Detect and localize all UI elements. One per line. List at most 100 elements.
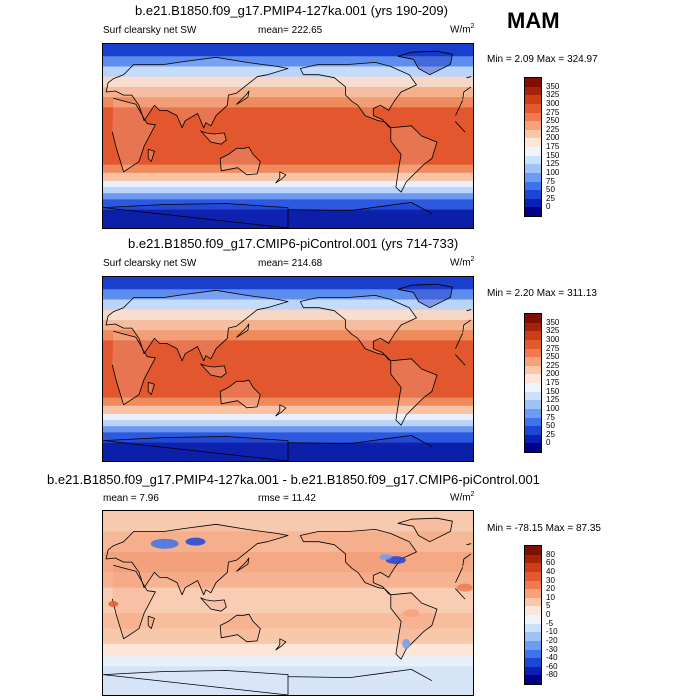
field-band — [103, 426, 473, 433]
coastline-africa — [111, 97, 466, 173]
coastline-indonesia — [200, 363, 227, 378]
panel3-units-exp: 2 — [470, 491, 475, 498]
colorbar-tick-label: 225 — [546, 124, 560, 134]
coastline-madagascar — [147, 381, 155, 395]
colorbar-swatch — [525, 357, 541, 366]
coastline-africa — [111, 564, 466, 640]
colorbar-swatch — [525, 112, 541, 122]
coastline-indonesia — [200, 597, 227, 612]
colorbar-swatch — [525, 615, 541, 624]
coastline-australia — [219, 146, 261, 176]
coastline-australia — [219, 379, 261, 409]
colorbar-swatch — [525, 155, 541, 165]
colorbar-tick-label: 100 — [546, 167, 560, 177]
colorbar-swatch — [525, 181, 541, 191]
coastline-antarctica — [103, 435, 433, 461]
field-band — [103, 164, 473, 174]
field-band — [103, 199, 473, 211]
colorbar-swatch — [525, 78, 541, 87]
colorbar-swatch — [525, 589, 541, 598]
coastline-north-america — [299, 529, 417, 596]
field-band — [103, 187, 473, 194]
field-band — [103, 405, 473, 415]
field-band — [103, 319, 473, 331]
panel1-map — [102, 43, 474, 229]
colorbar-tick-label: 250 — [546, 116, 560, 126]
panel1-min-label: Min = — [487, 54, 512, 65]
anomaly-region — [403, 609, 420, 618]
panel3-minmax: Min = -78.15 Max = 87.35 — [487, 523, 601, 534]
field-band — [103, 432, 473, 444]
colorbar-tick-label: 350 — [546, 317, 560, 327]
colorbar-swatch — [525, 95, 541, 104]
colorbar-swatch — [525, 172, 541, 182]
coastline-south-america — [390, 125, 438, 193]
field-band — [103, 531, 473, 553]
field-band — [103, 277, 473, 290]
field-band — [103, 56, 473, 67]
colorbar-swatch — [525, 580, 541, 590]
colorbar-swatch — [525, 365, 541, 375]
colorbar-swatch — [525, 426, 541, 435]
coastline-greenland — [397, 283, 453, 309]
panel3-mean-label: mean = — [103, 493, 137, 504]
panel1-title: b.e21.B1850.f09_g17.PMIP4-127ka.001 (yrs… — [135, 3, 448, 18]
field-band — [103, 309, 473, 321]
panel3-units-base: W/m — [450, 492, 471, 504]
colorbar-tick-label: 80 — [546, 549, 555, 559]
panel1-mean-label: mean= — [258, 25, 289, 36]
map-canvas — [103, 511, 473, 695]
colorbar-swatch — [525, 339, 541, 349]
colorbar-tick-label: 5 — [546, 601, 551, 611]
anomaly-region — [402, 638, 411, 649]
colorbar-tick-label: 0 — [546, 610, 551, 619]
colorbar-swatch — [525, 434, 541, 444]
field-band — [103, 172, 473, 182]
colorbar-swatch — [525, 207, 541, 216]
colorbar-tick-label: 125 — [546, 159, 560, 169]
panel2-mean: mean= 214.68 — [258, 258, 322, 269]
panel3-rmse-value: 11.42 — [291, 493, 316, 504]
colorbar-swatch — [525, 198, 541, 208]
field-band — [103, 656, 473, 667]
colorbar-swatch — [525, 649, 541, 659]
colorbar-tick-label: -10 — [546, 627, 558, 637]
field-band — [103, 107, 473, 166]
panel1-units-exp: 2 — [470, 23, 475, 30]
colorbar-swatch — [525, 546, 541, 555]
coastline-greenland — [397, 517, 453, 543]
panel3-min-value: -78.15 — [514, 523, 543, 534]
panel1-min-value: 2.09 — [514, 54, 534, 65]
coastline-greenland — [397, 50, 453, 76]
colorbar-tick-label: -30 — [546, 644, 558, 654]
colorbar-tick-label: 275 — [546, 107, 560, 117]
field-band — [103, 330, 473, 341]
colorbar-tick-label: -40 — [546, 653, 558, 663]
colorbar-swatch — [525, 138, 541, 147]
field-band — [103, 44, 473, 57]
coastline-europe-asia — [105, 56, 472, 129]
colorbar-swatches — [524, 77, 542, 217]
colorbar-tick-label: 0 — [546, 438, 551, 448]
coastline-indonesia — [200, 130, 227, 145]
panel2-title: b.e21.B1850.f09_g17.CMIP6-piControl.001 … — [128, 236, 459, 251]
colorbar-swatch — [525, 331, 541, 340]
colorbar-tick-label: 75 — [546, 176, 555, 186]
field-band — [103, 97, 473, 108]
colorbar-tick-label: 100 — [546, 403, 560, 413]
colorbar-swatch — [525, 391, 541, 401]
coastline-antarctica — [103, 202, 433, 228]
panel3-mean-value: 7.96 — [139, 493, 159, 504]
colorbar-swatch — [525, 314, 541, 323]
colorbar-swatch — [525, 322, 541, 332]
field-band — [103, 180, 473, 188]
coastline-uk — [466, 309, 472, 312]
colorbar-tick-label: 50 — [546, 185, 555, 195]
panel3-rmse: rmse = 11.42 — [258, 493, 316, 504]
field-band — [103, 420, 473, 427]
season-label: MAM — [507, 8, 560, 33]
panel2-min-value: 2.20 — [514, 288, 534, 299]
anomaly-region — [379, 554, 392, 560]
colorbar-tick-label: 50 — [546, 421, 555, 431]
coastline-antarctica — [103, 669, 433, 695]
